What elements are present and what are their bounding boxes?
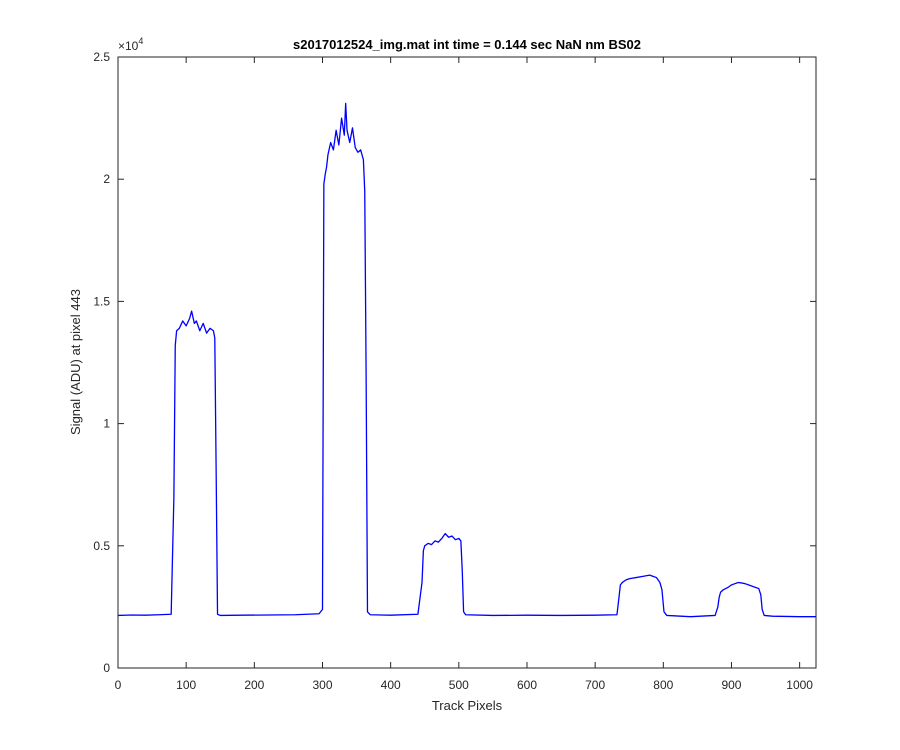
x-tick-label: 100 — [176, 678, 196, 692]
x-axis-label: Track Pixels — [432, 698, 503, 713]
x-tick-label: 900 — [721, 678, 741, 692]
y-ticks: 0 0.5 1 1.5 2 2.5 — [93, 50, 816, 675]
x-tick-label: 1000 — [786, 678, 813, 692]
y-exponent-label: ×104 — [118, 36, 143, 53]
axes-box — [117, 56, 817, 669]
x-tick-label: 200 — [244, 678, 264, 692]
y-tick-label: 1.5 — [93, 294, 110, 308]
plot-area — [118, 57, 816, 668]
chart-title: s2017012524_img.mat int time = 0.144 sec… — [293, 37, 641, 52]
y-tick-label: 0 — [103, 661, 110, 675]
x-tick-label: 300 — [312, 678, 332, 692]
x-tick-label: 800 — [653, 678, 673, 692]
y-tick-label: 0.5 — [93, 539, 110, 553]
y-tick-label: 1 — [103, 417, 110, 431]
y-axis-label: Signal (ADU) at pixel 443 — [68, 289, 83, 435]
x-ticks: 0 100 200 300 400 500 600 700 800 900 1000 — [115, 57, 813, 692]
x-tick-label: 600 — [517, 678, 537, 692]
x-tick-label: 400 — [381, 678, 401, 692]
plot-layer — [117, 102, 816, 618]
x-tick-label: 0 — [115, 678, 122, 692]
series-line-0 — [117, 102, 816, 618]
x-tick-label: 700 — [585, 678, 605, 692]
y-tick-label: 2.5 — [93, 50, 110, 64]
y-tick-label: 2 — [103, 172, 110, 186]
x-tick-label: 500 — [449, 678, 469, 692]
